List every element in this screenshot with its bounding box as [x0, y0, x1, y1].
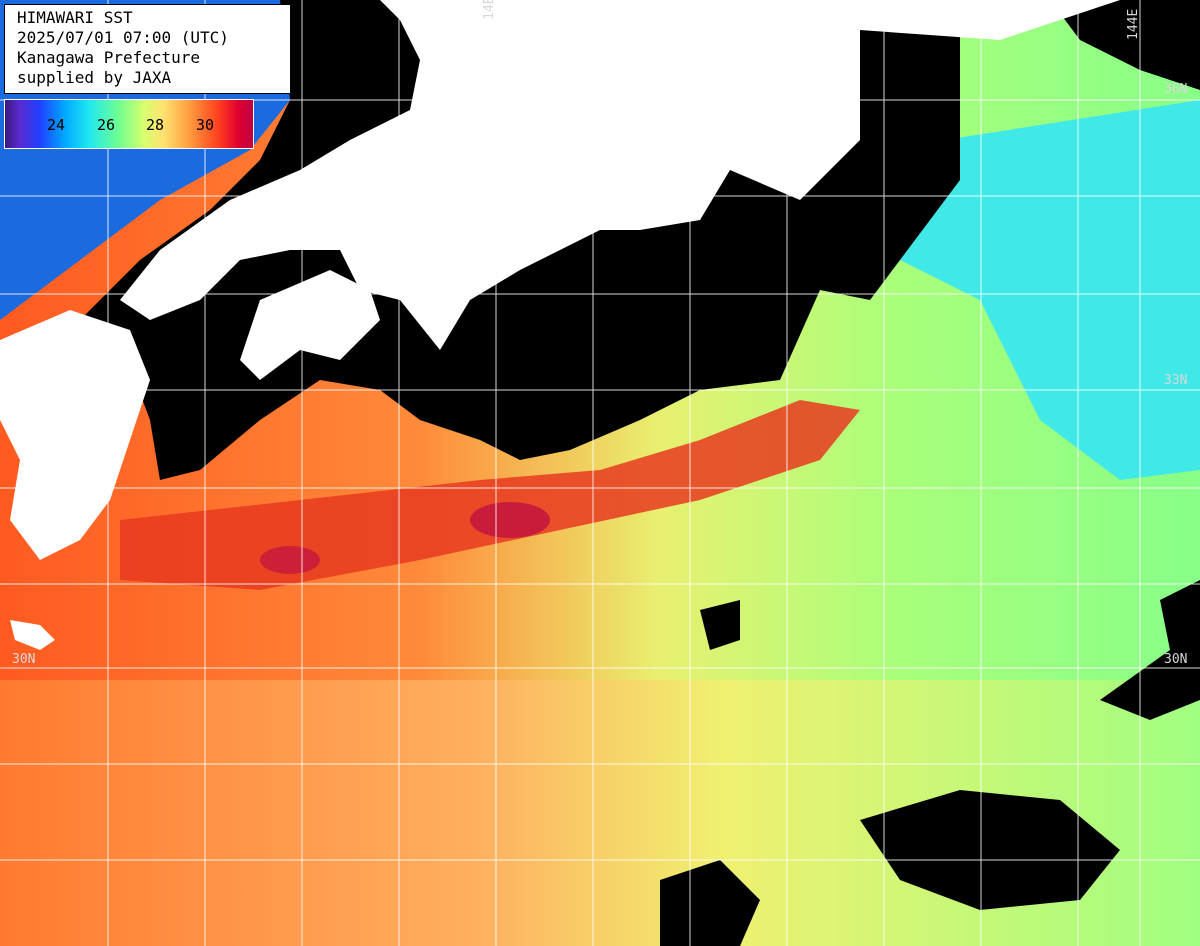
cloud-mask-south [660, 860, 760, 946]
lat-label-30-left: 30N [12, 652, 36, 667]
land-shikoku [240, 270, 380, 380]
title-line-4: supplied by JAXA [17, 68, 172, 87]
lon-label-top-1: 14E [482, 0, 497, 20]
kuroshio-warm-band [120, 400, 860, 590]
warm-core-spot-2 [260, 546, 320, 574]
land-honshu [120, 0, 1120, 350]
title-line-3: Kanagawa Prefecture [17, 48, 201, 67]
legend-tick-28: 28 [146, 116, 165, 134]
title-box: HIMAWARI SST 2025/07/01 07:00 (UTC) Kana… [4, 4, 291, 94]
color-legend: 24 26 28 30 [4, 99, 254, 149]
cloud-mask-southeast [860, 790, 1120, 910]
land-island [10, 620, 55, 650]
cloud-mask-east [1100, 580, 1200, 720]
lat-label-33-right: 33N [1164, 373, 1188, 388]
legend-tick-24: 24 [47, 116, 66, 134]
lat-label-30-right: 30N [1164, 652, 1188, 667]
lat-label-36-right: 36N [1164, 82, 1188, 97]
warm-core-spot [470, 502, 550, 538]
cool-water-northeast [880, 100, 1200, 480]
cloud-mask-small [700, 600, 740, 650]
land-kyushu [0, 310, 150, 560]
legend-tick-30: 30 [196, 116, 215, 134]
cloud-mask-northeast [1050, 0, 1200, 90]
title-line-1: HIMAWARI SST [17, 8, 133, 27]
legend-tick-26: 26 [97, 116, 116, 134]
lon-label-top-2: 144E [1126, 8, 1141, 40]
title-line-2: 2025/07/01 07:00 (UTC) [17, 28, 229, 47]
